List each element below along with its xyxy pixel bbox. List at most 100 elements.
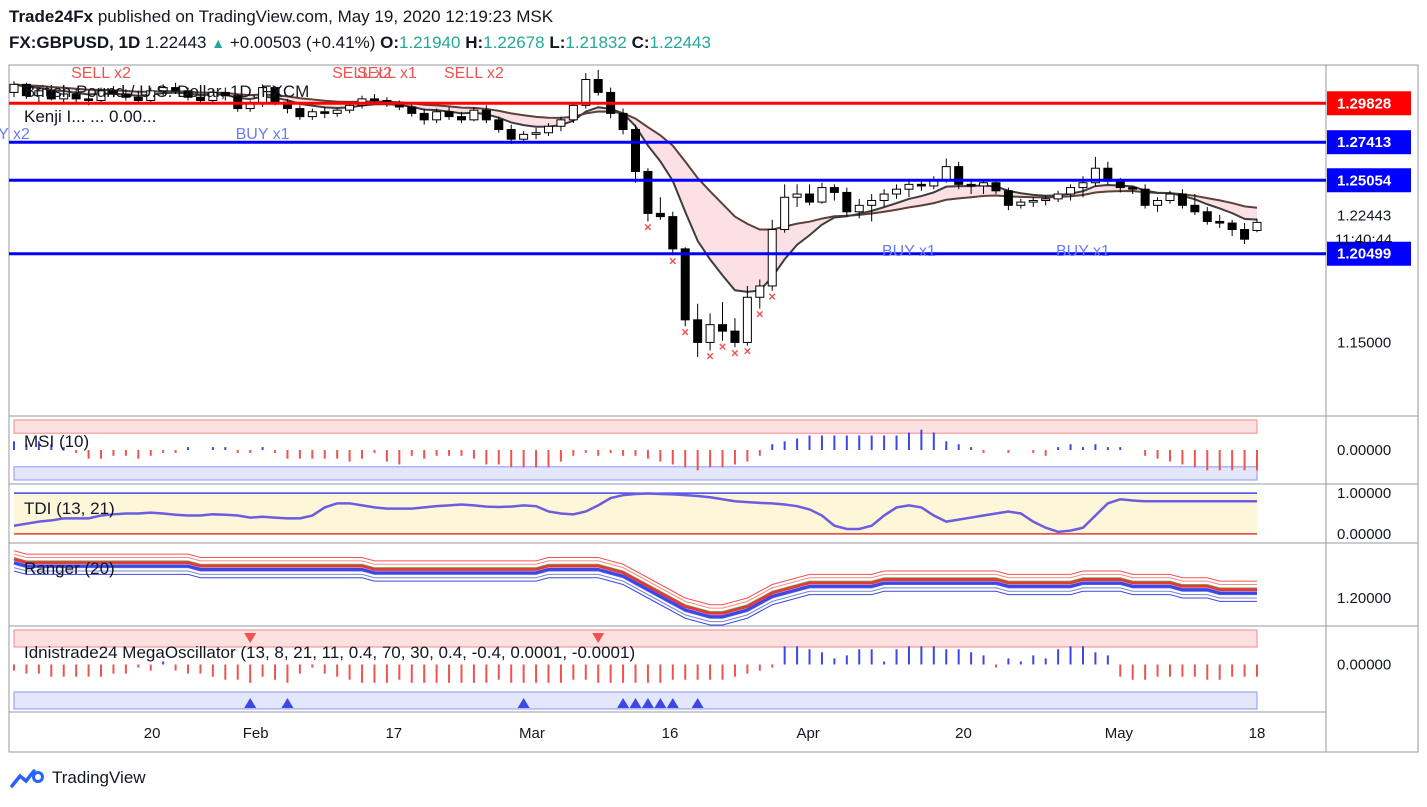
low-value: 1.21832 <box>565 33 627 52</box>
bull-candle-body <box>792 193 802 198</box>
candle <box>332 108 342 117</box>
ranger-band-line <box>13 570 1257 626</box>
tradingview-brand: TradingView <box>52 768 146 787</box>
level-label-1.25054: 1.25054 <box>1337 172 1392 189</box>
time-tick-label: May <box>1105 725 1134 742</box>
bull-candle-body <box>519 133 529 140</box>
msi-lower-band <box>13 466 1258 481</box>
bear-candle-body <box>320 111 330 114</box>
bear-candle-body <box>805 193 815 203</box>
bull-candle-body <box>59 93 69 100</box>
ranger-band-line <box>13 550 1257 606</box>
candle <box>171 82 181 95</box>
candle <box>1140 184 1150 209</box>
candle <box>655 197 665 220</box>
bear-candle-body <box>494 119 504 131</box>
bull-candle-body <box>1153 199 1163 206</box>
buy-triangle-icon <box>666 698 679 708</box>
bear-candle-body <box>1177 193 1187 206</box>
candle <box>71 89 81 103</box>
price-change: +0.00503 (+0.41%) <box>229 33 376 52</box>
bull-candle-body <box>556 119 566 127</box>
candle <box>1215 215 1225 228</box>
bear-candle-body <box>506 129 516 140</box>
bear-candle-body <box>966 183 976 187</box>
up-arrow-icon: ▲ <box>211 35 226 51</box>
candle <box>842 187 852 217</box>
bull-candle-body <box>208 91 218 101</box>
candle <box>1053 190 1063 203</box>
candle <box>481 105 491 124</box>
bear-candle-body <box>668 216 678 250</box>
bull-candle-body <box>1165 193 1175 201</box>
sell-signal-label: SELL x2 <box>71 65 131 82</box>
bull-candle-body <box>1090 167 1100 184</box>
chart-publish-header: Trade24Fx published on TradingView.com, … <box>9 7 553 27</box>
bull-candle-body <box>581 79 591 106</box>
level-label-bg-1.27413 <box>1327 130 1411 155</box>
candle <box>618 108 628 135</box>
bull-candle-body <box>742 296 752 343</box>
sell-x-marker: × <box>744 344 752 359</box>
time-tick-label: 18 <box>1249 725 1266 742</box>
sell-x-marker: × <box>719 339 727 354</box>
bull-candle-body <box>879 193 889 201</box>
bear-candle-body <box>456 116 466 121</box>
candle <box>519 131 529 143</box>
bear-candle-body <box>21 83 31 97</box>
chart-canvas[interactable]: 1.29828 1.27413 1.25054 1.20499 1.22443 11:40… <box>0 60 1427 760</box>
bull-candle-body <box>332 109 342 114</box>
msi-legend-label: MSI (10) <box>24 432 89 451</box>
bear-candle-body <box>618 112 628 131</box>
candle <box>146 87 156 103</box>
current-price-label: 1.22443 <box>1337 207 1391 224</box>
tdi-tick-label-high: 1.00000 <box>1337 485 1391 502</box>
sell-signal-label: SELL x1 <box>357 65 417 82</box>
time-tick-label: Apr <box>796 725 819 742</box>
candle <box>730 318 740 348</box>
bear-candle-body <box>133 96 143 101</box>
chart-frame <box>8 64 1419 753</box>
candle <box>680 247 690 327</box>
candle <box>1165 190 1175 204</box>
buy-triangle-icon <box>654 698 667 708</box>
candle <box>220 87 230 101</box>
candle <box>991 179 1001 195</box>
candle <box>456 111 466 124</box>
bear-candle-body <box>407 106 417 114</box>
bull-candle-body <box>892 188 902 195</box>
bull-candle-body <box>705 324 715 343</box>
bear-candle-body <box>1128 187 1138 190</box>
bear-candle-body <box>680 248 690 321</box>
tradingview-logo-icon <box>10 769 44 788</box>
bear-candle-body <box>954 166 964 185</box>
ranger-main-line <box>13 557 1257 615</box>
time-tick-label: 17 <box>385 725 402 742</box>
candle <box>469 106 479 122</box>
bear-candle-body <box>631 129 640 172</box>
level-label-1.29828: 1.29828 <box>1337 95 1391 112</box>
bull-candle-body <box>941 166 951 181</box>
bear-candle-body <box>108 90 118 95</box>
candle <box>121 89 131 101</box>
bull-candle-body <box>755 285 765 298</box>
bear-candle-body <box>730 330 740 343</box>
price-tick-label: 1.15000 <box>1337 334 1391 351</box>
bull-candle-body <box>854 204 864 213</box>
bull-candle-body <box>96 90 106 101</box>
bull-candle-body <box>817 187 827 203</box>
buy-triangle-icon <box>641 698 654 708</box>
msi-upper-band <box>13 419 1258 434</box>
candle <box>1016 198 1026 209</box>
close-label: C: <box>631 33 650 52</box>
buy-triangle-icon <box>691 698 704 708</box>
bull-candle-body <box>1016 201 1026 206</box>
sell-triangle-icon <box>244 633 257 643</box>
bull-candle-body <box>469 109 479 121</box>
last-price: 1.22443 <box>145 33 207 52</box>
bear-candle-body <box>1215 220 1225 224</box>
candle <box>1153 197 1163 212</box>
mega-tick-label: 0.00000 <box>1337 657 1391 674</box>
candle <box>867 194 877 222</box>
bull-candle-body <box>1066 187 1076 195</box>
